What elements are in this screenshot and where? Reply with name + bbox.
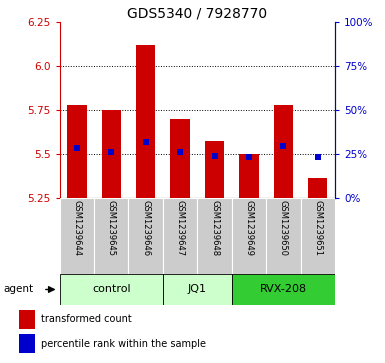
Bar <box>19 310 35 329</box>
Text: GSM1239645: GSM1239645 <box>107 200 116 256</box>
Text: GSM1239644: GSM1239644 <box>72 200 81 256</box>
Text: percentile rank within the sample: percentile rank within the sample <box>40 339 206 349</box>
Bar <box>163 198 197 274</box>
Bar <box>163 274 232 305</box>
Bar <box>19 334 35 354</box>
Text: RVX-208: RVX-208 <box>260 285 307 294</box>
Bar <box>136 45 155 198</box>
Bar <box>102 110 121 198</box>
Bar <box>239 154 259 198</box>
Bar <box>266 198 301 274</box>
Text: GSM1239647: GSM1239647 <box>176 200 185 256</box>
Text: GSM1239651: GSM1239651 <box>313 200 322 256</box>
Bar <box>205 142 224 198</box>
Bar <box>94 198 129 274</box>
Text: transformed count: transformed count <box>40 314 131 325</box>
Title: GDS5340 / 7928770: GDS5340 / 7928770 <box>127 7 267 21</box>
Text: JQ1: JQ1 <box>188 285 207 294</box>
Text: GSM1239650: GSM1239650 <box>279 200 288 256</box>
Text: GSM1239646: GSM1239646 <box>141 200 150 256</box>
Bar <box>67 105 87 198</box>
Bar <box>274 105 293 198</box>
Text: GSM1239649: GSM1239649 <box>244 200 253 256</box>
Text: GSM1239648: GSM1239648 <box>210 200 219 256</box>
Bar <box>171 119 190 198</box>
Bar <box>308 179 327 198</box>
Bar <box>129 198 163 274</box>
Bar <box>197 198 232 274</box>
Bar <box>232 198 266 274</box>
Bar <box>60 198 94 274</box>
Text: agent: agent <box>3 284 33 294</box>
Bar <box>60 274 163 305</box>
Text: control: control <box>92 285 131 294</box>
Bar <box>232 274 335 305</box>
Bar <box>301 198 335 274</box>
